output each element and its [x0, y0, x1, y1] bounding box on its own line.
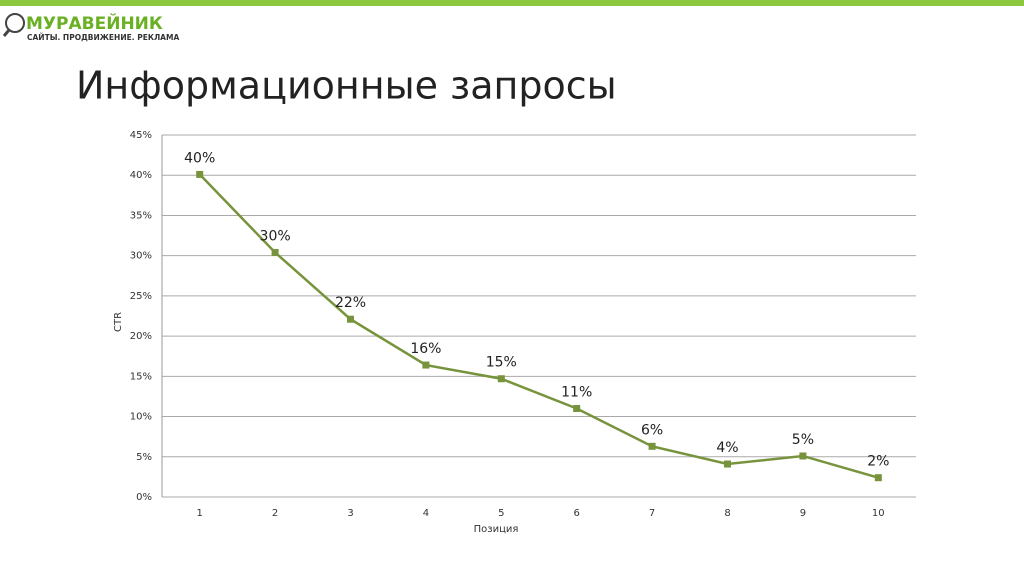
- data-point: [573, 405, 581, 413]
- data-label: 5%: [792, 432, 814, 448]
- data-point: [497, 375, 505, 383]
- y-tick-label: 40%: [130, 170, 152, 181]
- x-tick-label: 2: [272, 508, 278, 519]
- data-label: 30%: [260, 228, 291, 244]
- y-tick-label: 45%: [130, 130, 152, 141]
- x-tick-label: 10: [872, 508, 885, 519]
- y-tick-label: 35%: [130, 210, 152, 221]
- data-point: [724, 460, 731, 468]
- data-label: 40%: [184, 150, 215, 166]
- x-tick-label: 3: [347, 508, 353, 519]
- y-tick-label: 10%: [130, 412, 152, 423]
- top-bar: [0, 0, 1024, 6]
- y-tick-label: 20%: [130, 331, 152, 342]
- y-tick-label: 0%: [136, 492, 152, 503]
- data-point: [648, 442, 656, 450]
- x-tick-label: 7: [649, 508, 655, 519]
- data-point: [874, 474, 882, 482]
- data-point: [271, 248, 279, 256]
- x-tick-label: 4: [423, 508, 429, 519]
- logo-name: МУРАВЕЙНИК: [26, 12, 163, 34]
- data-point: [196, 170, 204, 178]
- data-label: 4%: [716, 440, 738, 456]
- data-label: 11%: [561, 385, 592, 401]
- logo-icon-handle: [2, 29, 11, 37]
- y-axis-label: CTR: [113, 312, 124, 332]
- x-tick-label: 9: [800, 508, 806, 519]
- y-tick-label: 30%: [130, 251, 152, 262]
- x-axis-label: Позиция: [474, 524, 519, 535]
- x-tick-label: 5: [498, 508, 504, 519]
- y-tick-label: 25%: [130, 291, 152, 302]
- data-label: 6%: [641, 422, 663, 438]
- data-label: 22%: [335, 295, 366, 311]
- y-tick-label: 15%: [130, 371, 152, 382]
- x-tick-label: 1: [197, 508, 203, 519]
- logo-tagline: САЙТЫ. ПРОДВИЖЕНИЕ. РЕКЛАМА: [27, 33, 179, 42]
- data-point: [799, 452, 807, 460]
- data-point: [347, 315, 354, 323]
- data-point: [422, 361, 430, 369]
- data-label: 15%: [486, 355, 517, 371]
- slide-title: Информационные запросы: [76, 64, 617, 108]
- data-label: 2%: [867, 454, 889, 470]
- x-tick-label: 8: [724, 508, 730, 519]
- data-label: 16%: [410, 341, 441, 357]
- data-line: [198, 173, 879, 479]
- x-tick-label: 6: [574, 508, 580, 519]
- logo-icon: [5, 13, 25, 33]
- y-tick-label: 5%: [136, 452, 152, 463]
- logo: МУРАВЕЙНИК САЙТЫ. ПРОДВИЖЕНИЕ. РЕКЛАМА: [2, 12, 179, 42]
